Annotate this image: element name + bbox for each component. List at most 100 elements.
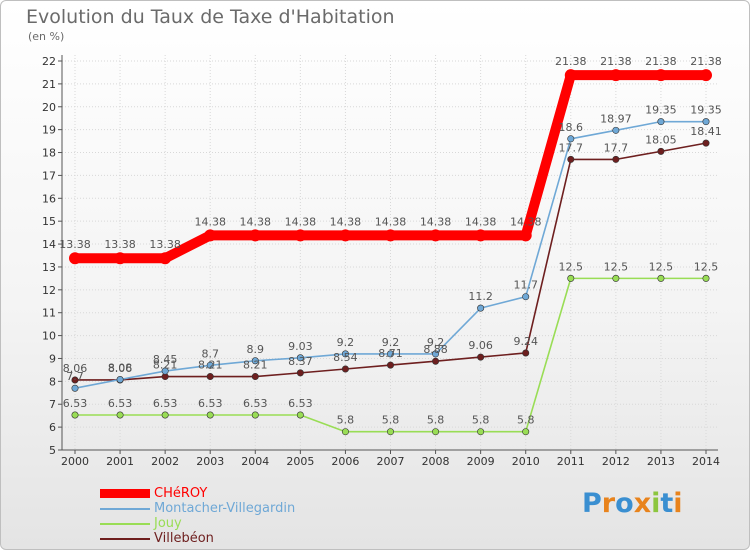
y-tick-label: 9 (49, 352, 56, 365)
data-point (294, 229, 307, 242)
data-label: 8.54 (333, 351, 358, 364)
x-tick-label: 2012 (602, 455, 630, 468)
x-tick-label: 2006 (331, 455, 359, 468)
data-label: 17.7 (559, 141, 584, 154)
data-point (204, 229, 217, 242)
data-point (702, 139, 710, 147)
data-point (657, 274, 665, 282)
y-tick-label: 7 (49, 398, 56, 411)
y-tick-label: 18 (42, 147, 56, 160)
data-point (341, 365, 349, 373)
data-point (386, 361, 394, 369)
data-point (432, 428, 440, 436)
data-label: 6.53 (63, 397, 88, 410)
legend-item: Jouy (100, 516, 295, 531)
legend-swatch (100, 522, 150, 525)
x-tick-label: 2008 (422, 455, 450, 468)
data-point (386, 428, 394, 436)
data-label: 14.38 (420, 215, 452, 228)
data-point (206, 361, 214, 369)
data-label: 8.88 (423, 343, 448, 356)
data-point (654, 69, 667, 82)
x-tick-label: 2001 (106, 455, 134, 468)
data-label: 5.8 (382, 414, 400, 427)
data-point (657, 147, 665, 155)
data-point (161, 411, 169, 419)
y-tick-label: 15 (42, 215, 56, 228)
data-point (296, 354, 304, 362)
data-label: 8.21 (243, 359, 268, 372)
data-point (567, 155, 575, 163)
data-label: 9.03 (288, 340, 313, 353)
data-label: 8.71 (378, 347, 403, 360)
x-tick-label: 2005 (286, 455, 314, 468)
y-tick-label: 14 (42, 238, 56, 251)
data-label: 9.2 (427, 336, 445, 349)
data-label: 5.8 (427, 414, 445, 427)
data-point (251, 357, 259, 365)
data-point (432, 357, 440, 365)
y-tick-label: 21 (42, 78, 56, 91)
data-label: 19.35 (690, 104, 722, 117)
data-label: 13.38 (149, 238, 181, 251)
y-tick-label: 12 (42, 284, 56, 297)
data-point (206, 373, 214, 381)
chart-title: Evolution du Taux de Taxe d'Habitation (26, 6, 395, 28)
logo-letter: P (582, 488, 602, 519)
y-tick-label: 16 (42, 192, 56, 205)
y-tick-label: 17 (42, 169, 56, 182)
proxiti-logo: Proxiti (582, 488, 683, 519)
data-point (116, 411, 124, 419)
y-tick-label: 11 (42, 307, 56, 320)
legend-item: Montacher-Villegardin (100, 501, 295, 516)
data-point (702, 274, 710, 282)
data-point (116, 376, 124, 384)
data-point (564, 69, 577, 82)
data-label: 5.8 (517, 414, 535, 427)
data-label: 14.38 (375, 215, 407, 228)
x-tick-label: 2007 (377, 455, 405, 468)
data-label: 12.5 (649, 260, 674, 273)
data-point (522, 428, 530, 436)
y-tick-label: 5 (49, 444, 56, 457)
y-tick-label: 10 (42, 330, 56, 343)
x-tick-label: 2004 (241, 455, 269, 468)
data-point (609, 69, 622, 82)
data-label: 12.5 (604, 260, 629, 273)
logo-letter: o (615, 488, 634, 519)
legend-label: CHéROY (154, 486, 208, 501)
data-label: 14.38 (330, 215, 362, 228)
data-point (249, 229, 262, 242)
logo-letter: t (660, 488, 674, 519)
data-label: 9.2 (382, 336, 400, 349)
data-label: 14.38 (465, 215, 497, 228)
data-label: 21.38 (600, 55, 632, 68)
data-label: 8.06 (108, 362, 133, 375)
data-point (341, 428, 349, 436)
data-point (206, 411, 214, 419)
data-point (296, 369, 304, 377)
chart-subtitle: (en %) (28, 30, 65, 43)
data-label: 21.38 (645, 55, 677, 68)
data-point (251, 411, 259, 419)
data-label: 14.38 (510, 215, 542, 228)
data-point (71, 384, 79, 392)
data-label: 14.38 (240, 215, 272, 228)
logo-letter: i (673, 488, 683, 519)
chart-legend: CHéROY Montacher-Villegardin Jouy Villebéon (100, 486, 295, 546)
data-point (474, 229, 487, 242)
data-point (432, 350, 440, 358)
data-point (384, 229, 397, 242)
data-label: 5.8 (337, 414, 355, 427)
legend-swatch (100, 507, 150, 510)
y-tick-label: 13 (42, 261, 56, 274)
data-label: 13.38 (104, 238, 136, 251)
data-point (71, 376, 79, 384)
data-label: 9.24 (513, 335, 538, 348)
data-label: 5.8 (472, 414, 490, 427)
data-label: 8.45 (153, 353, 178, 366)
x-tick-label: 2011 (557, 455, 585, 468)
x-tick-label: 2003 (196, 455, 224, 468)
y-tick-label: 22 (42, 55, 56, 68)
